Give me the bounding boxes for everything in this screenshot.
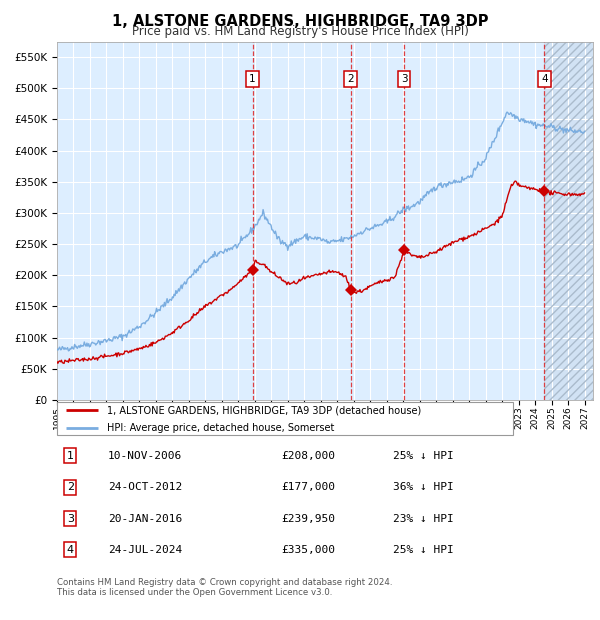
FancyBboxPatch shape bbox=[57, 402, 513, 435]
Text: This data is licensed under the Open Government Licence v3.0.: This data is licensed under the Open Gov… bbox=[57, 588, 332, 597]
Text: 2: 2 bbox=[347, 74, 354, 84]
Text: Contains HM Land Registry data © Crown copyright and database right 2024.: Contains HM Land Registry data © Crown c… bbox=[57, 578, 392, 587]
Text: 25% ↓ HPI: 25% ↓ HPI bbox=[394, 545, 454, 555]
Bar bbox=[544, 42, 593, 400]
Text: 23% ↓ HPI: 23% ↓ HPI bbox=[394, 513, 454, 523]
Text: 1: 1 bbox=[249, 74, 256, 84]
Text: 24-OCT-2012: 24-OCT-2012 bbox=[108, 482, 182, 492]
Text: 10-NOV-2006: 10-NOV-2006 bbox=[108, 451, 182, 461]
Text: 3: 3 bbox=[67, 513, 74, 523]
Text: 24-JUL-2024: 24-JUL-2024 bbox=[108, 545, 182, 555]
Text: 25% ↓ HPI: 25% ↓ HPI bbox=[394, 451, 454, 461]
Text: 1: 1 bbox=[67, 451, 74, 461]
Text: 4: 4 bbox=[67, 545, 74, 555]
Text: £177,000: £177,000 bbox=[281, 482, 335, 492]
Text: £239,950: £239,950 bbox=[281, 513, 335, 523]
Text: £335,000: £335,000 bbox=[281, 545, 335, 555]
Text: 20-JAN-2016: 20-JAN-2016 bbox=[108, 513, 182, 523]
Text: Price paid vs. HM Land Registry's House Price Index (HPI): Price paid vs. HM Land Registry's House … bbox=[131, 25, 469, 38]
Text: HPI: Average price, detached house, Somerset: HPI: Average price, detached house, Some… bbox=[107, 423, 335, 433]
Text: 36% ↓ HPI: 36% ↓ HPI bbox=[394, 482, 454, 492]
Text: 4: 4 bbox=[541, 74, 548, 84]
Text: 1, ALSTONE GARDENS, HIGHBRIDGE, TA9 3DP (detached house): 1, ALSTONE GARDENS, HIGHBRIDGE, TA9 3DP … bbox=[107, 405, 421, 415]
Text: £208,000: £208,000 bbox=[281, 451, 335, 461]
Text: 1, ALSTONE GARDENS, HIGHBRIDGE, TA9 3DP: 1, ALSTONE GARDENS, HIGHBRIDGE, TA9 3DP bbox=[112, 14, 488, 29]
Bar bbox=[544, 42, 593, 400]
Text: 3: 3 bbox=[401, 74, 407, 84]
Text: 2: 2 bbox=[67, 482, 74, 492]
